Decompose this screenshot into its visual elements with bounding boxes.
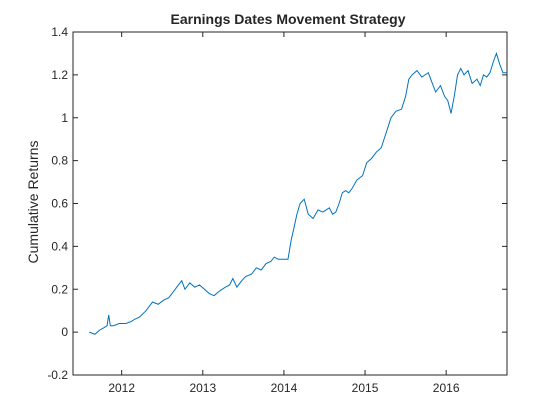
y-tick-label: 1.4 — [51, 25, 68, 39]
y-tick-label: -0.2 — [47, 368, 68, 382]
x-tick-label: 2012 — [108, 381, 135, 395]
x-tick-label: 2014 — [271, 381, 298, 395]
chart-title: Earnings Dates Movement Strategy — [171, 11, 406, 27]
y-axis-label: Cumulative Returns — [25, 141, 41, 264]
y-tick-label: 1 — [61, 111, 68, 125]
y-tick-label: 0.2 — [51, 282, 68, 296]
series-line-0 — [89, 51, 507, 335]
axes-box — [72, 31, 508, 376]
y-tick-label: 0 — [61, 325, 68, 339]
y-tick-label: 0.6 — [51, 197, 68, 211]
x-tick-label: 2016 — [433, 381, 460, 395]
x-tick-label: 2015 — [352, 381, 379, 395]
y-tick-label: 0.4 — [51, 239, 68, 253]
y-tick-label: 1.2 — [51, 68, 68, 82]
y-tick-label: 0.8 — [51, 154, 68, 168]
x-tick-label: 2013 — [189, 381, 216, 395]
plot-axes: 2012 2013 2014 2015 2016 -0.2 0 0.2 0.4 0.6 0.8 1 1.… — [47, 25, 508, 395]
